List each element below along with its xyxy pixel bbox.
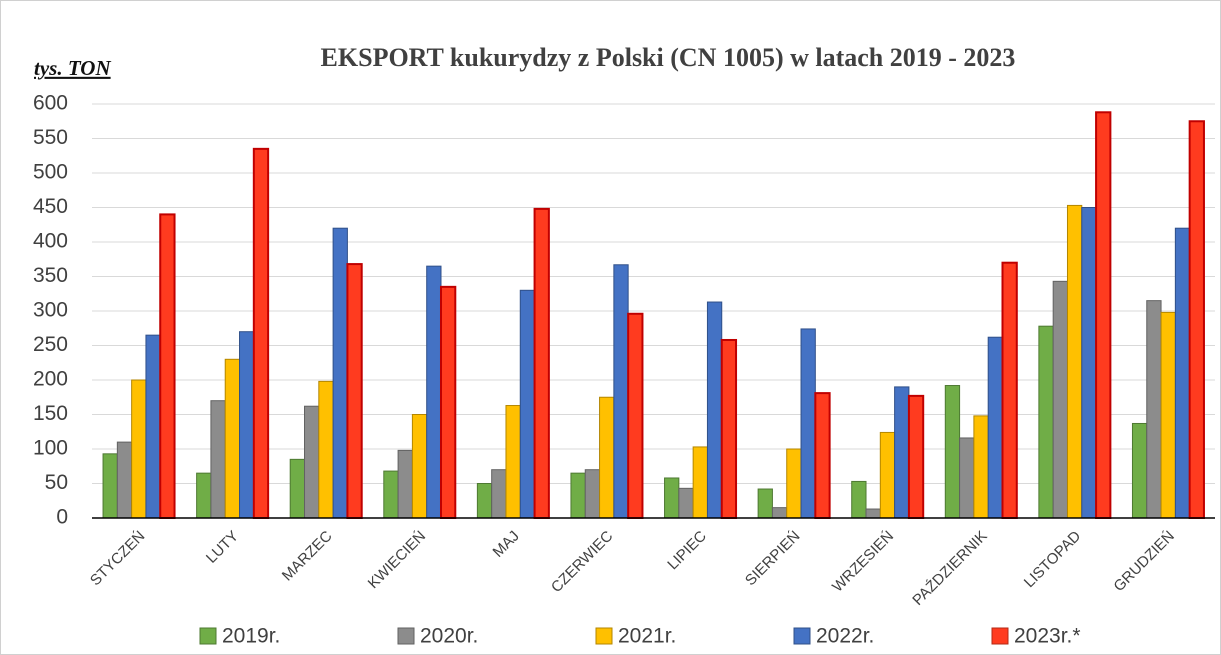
bar bbox=[346, 263, 363, 519]
bar bbox=[814, 392, 831, 519]
bar bbox=[599, 396, 615, 519]
y-tick-label: 600 bbox=[33, 92, 68, 115]
bar bbox=[987, 336, 1003, 519]
legend-label: 2022r. bbox=[816, 625, 874, 648]
y-tick-label: 300 bbox=[33, 299, 68, 322]
bar bbox=[879, 431, 896, 519]
bar bbox=[894, 386, 910, 519]
bar bbox=[116, 441, 133, 519]
bar bbox=[304, 405, 320, 519]
bar bbox=[1174, 227, 1191, 519]
bar bbox=[664, 477, 680, 519]
bar bbox=[318, 380, 334, 519]
bar bbox=[1081, 207, 1097, 519]
bar bbox=[1066, 204, 1083, 519]
y-tick-label: 550 bbox=[33, 126, 68, 149]
bar bbox=[1160, 311, 1176, 519]
bar bbox=[1188, 120, 1205, 519]
bar bbox=[865, 508, 881, 519]
bar bbox=[757, 488, 773, 519]
bar bbox=[332, 227, 348, 519]
legend-swatch bbox=[595, 627, 613, 645]
legend-label: 2019r. bbox=[222, 625, 280, 648]
bar bbox=[851, 480, 867, 519]
bar bbox=[411, 414, 428, 519]
bar bbox=[252, 147, 270, 519]
y-tick-label: 200 bbox=[33, 368, 68, 391]
bar bbox=[584, 469, 601, 519]
bar bbox=[239, 331, 255, 519]
bar bbox=[1095, 111, 1112, 519]
bar bbox=[519, 289, 536, 519]
bar bbox=[907, 394, 925, 519]
legend-swatch bbox=[199, 627, 217, 645]
bar bbox=[627, 312, 644, 520]
y-tick-label: 100 bbox=[33, 437, 68, 460]
bar bbox=[383, 470, 399, 519]
bar bbox=[1001, 261, 1018, 520]
y-tick-label: 350 bbox=[33, 264, 68, 287]
bar bbox=[786, 448, 802, 519]
bar bbox=[771, 507, 788, 519]
legend-swatch bbox=[793, 627, 811, 645]
bar bbox=[800, 328, 816, 519]
bar bbox=[196, 472, 212, 519]
bar bbox=[426, 265, 442, 519]
legend-label: 2020r. bbox=[420, 625, 478, 648]
bar bbox=[706, 301, 723, 519]
bar bbox=[102, 453, 118, 519]
bar bbox=[613, 264, 629, 519]
bar bbox=[1052, 280, 1068, 519]
bar bbox=[944, 385, 961, 519]
bar bbox=[692, 446, 708, 519]
bar bbox=[973, 415, 989, 519]
bar bbox=[289, 458, 306, 519]
bar bbox=[533, 207, 550, 519]
bar bbox=[1038, 325, 1054, 519]
bar bbox=[678, 487, 694, 519]
y-tick-label: 0 bbox=[56, 506, 68, 529]
bar bbox=[570, 472, 586, 519]
bar bbox=[1131, 422, 1148, 519]
bar bbox=[720, 338, 738, 520]
legend-swatch bbox=[991, 627, 1009, 645]
bar bbox=[1146, 300, 1162, 519]
bar bbox=[491, 469, 507, 519]
legend-label: 2023r.* bbox=[1014, 625, 1081, 648]
y-tick-label: 500 bbox=[33, 161, 68, 184]
bar bbox=[476, 483, 493, 519]
y-tick-label: 150 bbox=[33, 402, 68, 425]
bar bbox=[145, 334, 161, 519]
bar bbox=[397, 449, 413, 519]
y-tick-label: 50 bbox=[45, 471, 68, 494]
bar bbox=[439, 285, 457, 519]
bar bbox=[505, 405, 521, 519]
bar bbox=[224, 358, 241, 519]
bar bbox=[131, 379, 147, 519]
y-tick-label: 450 bbox=[33, 195, 68, 218]
legend-swatch bbox=[397, 627, 415, 645]
chart-title: EKSPORT kukurydzy z Polski (CN 1005) w l… bbox=[321, 43, 1016, 72]
bar bbox=[959, 437, 975, 519]
y-axis-label: tys. TON bbox=[34, 56, 111, 80]
bar bbox=[159, 213, 176, 519]
bar bbox=[210, 400, 226, 519]
legend-label: 2021r. bbox=[618, 625, 676, 648]
y-tick-label: 250 bbox=[33, 333, 68, 356]
y-tick-label: 400 bbox=[33, 230, 68, 253]
